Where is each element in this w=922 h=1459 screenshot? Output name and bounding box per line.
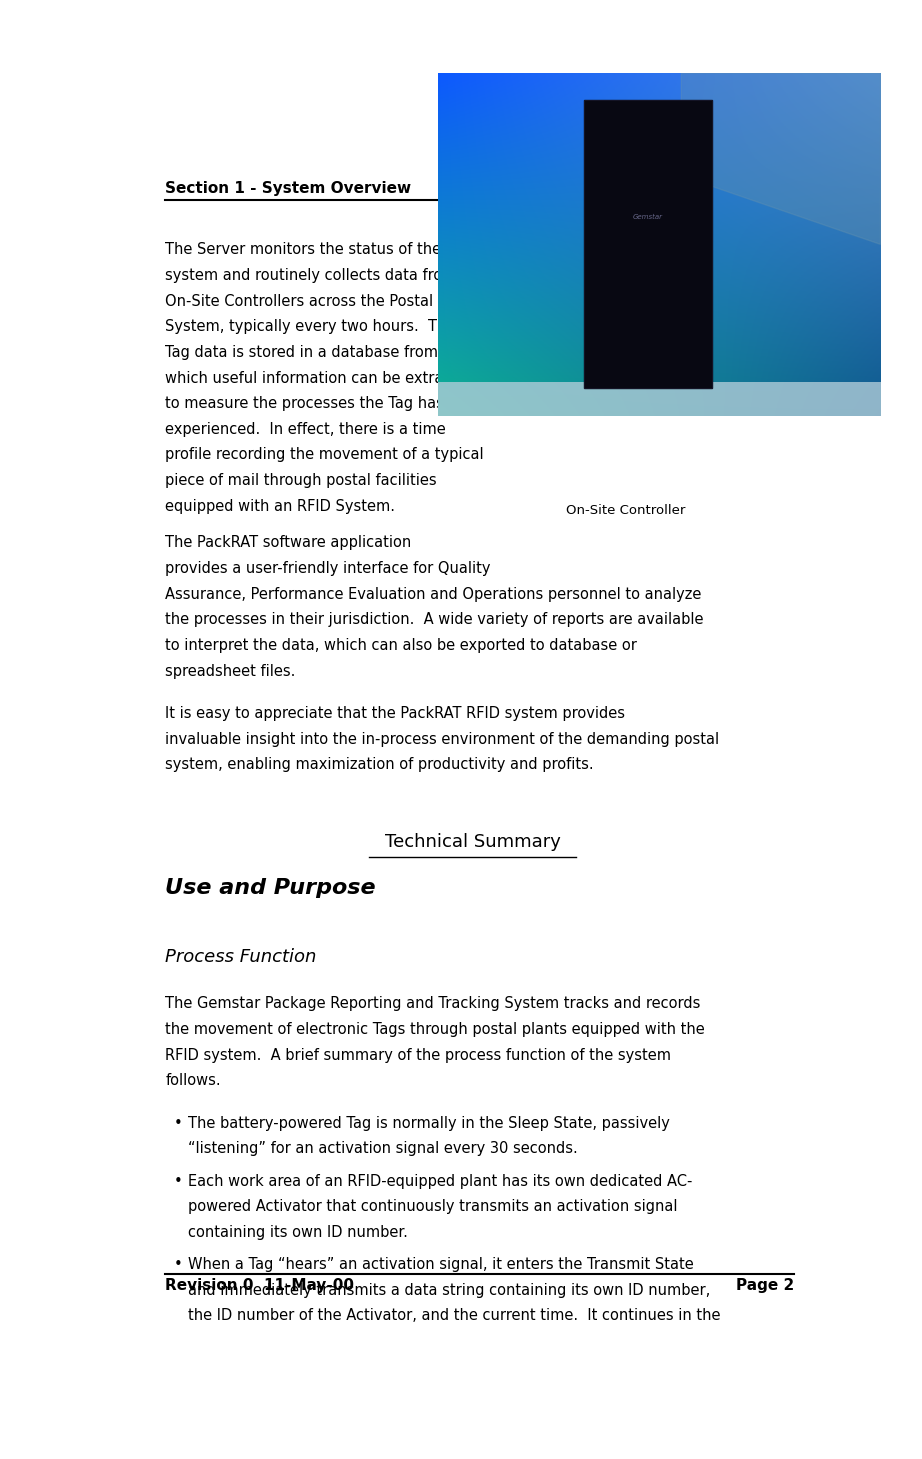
Text: Gemstar: Gemstar bbox=[633, 214, 663, 220]
Text: “listening” for an activation signal every 30 seconds.: “listening” for an activation signal eve… bbox=[188, 1141, 578, 1156]
Text: the processes in their jurisdiction.  A wide variety of reports are available: the processes in their jurisdiction. A w… bbox=[165, 613, 703, 627]
Text: The Gemstar Package Reporting and Tracking System tracks and records: The Gemstar Package Reporting and Tracki… bbox=[165, 996, 701, 1011]
Text: provides a user-friendly interface for Quality: provides a user-friendly interface for Q… bbox=[165, 562, 491, 576]
Text: Each work area of an RFID-equipped plant has its own dedicated AC-: Each work area of an RFID-equipped plant… bbox=[188, 1173, 692, 1189]
Text: and immediately transmits a data string containing its own ID number,: and immediately transmits a data string … bbox=[188, 1282, 710, 1299]
Text: Use and Purpose: Use and Purpose bbox=[165, 878, 376, 899]
Text: follows.: follows. bbox=[165, 1074, 221, 1088]
Text: On-Site Controller: On-Site Controller bbox=[566, 505, 686, 518]
Text: equipped with an RFID System.: equipped with an RFID System. bbox=[165, 499, 396, 514]
Text: Technical Summary: Technical Summary bbox=[384, 833, 561, 852]
Text: RFID system.  A brief summary of the process function of the system: RFID system. A brief summary of the proc… bbox=[165, 1048, 671, 1062]
Bar bbox=[438, 382, 881, 416]
Text: It is easy to appreciate that the PackRAT RFID system provides: It is easy to appreciate that the PackRA… bbox=[165, 706, 625, 721]
Text: experienced.  In effect, there is a time: experienced. In effect, there is a time bbox=[165, 422, 446, 436]
Text: The PackRAT software application: The PackRAT software application bbox=[165, 535, 411, 550]
Text: to measure the processes the Tag has: to measure the processes the Tag has bbox=[165, 397, 444, 411]
Text: spreadsheet files.: spreadsheet files. bbox=[165, 664, 296, 678]
Text: Gemstar Communications Inc.: Gemstar Communications Inc. bbox=[538, 181, 794, 197]
Polygon shape bbox=[681, 73, 881, 245]
Text: powered Activator that continuously transmits an activation signal: powered Activator that continuously tran… bbox=[188, 1199, 678, 1214]
Text: •: • bbox=[174, 1116, 183, 1131]
Text: System, typically every two hours.  The: System, typically every two hours. The bbox=[165, 320, 455, 334]
Text: system and routinely collects data from: system and routinely collects data from bbox=[165, 268, 456, 283]
Text: the movement of electronic Tags through postal plants equipped with the: the movement of electronic Tags through … bbox=[165, 1021, 705, 1037]
Text: Assurance, Performance Evaluation and Operations personnel to analyze: Assurance, Performance Evaluation and Op… bbox=[165, 587, 702, 601]
Text: Page 2: Page 2 bbox=[736, 1278, 794, 1293]
Text: Revision 0  11-May-00: Revision 0 11-May-00 bbox=[165, 1278, 354, 1293]
Text: •: • bbox=[174, 1258, 183, 1272]
Text: The Server monitors the status of the RFID: The Server monitors the status of the RF… bbox=[165, 242, 479, 257]
Text: •: • bbox=[174, 1173, 183, 1189]
Text: Section 1 - System Overview: Section 1 - System Overview bbox=[165, 181, 411, 197]
Text: which useful information can be extracted: which useful information can be extracte… bbox=[165, 371, 476, 385]
Text: invaluable insight into the in-process environment of the demanding postal: invaluable insight into the in-process e… bbox=[165, 731, 719, 747]
Text: On-Site Controllers across the Postal: On-Site Controllers across the Postal bbox=[165, 293, 433, 309]
Text: profile recording the movement of a typical: profile recording the movement of a typi… bbox=[165, 448, 484, 463]
Text: The battery-powered Tag is normally in the Sleep State, passively: The battery-powered Tag is normally in t… bbox=[188, 1116, 670, 1131]
Text: Tag data is stored in a database from: Tag data is stored in a database from bbox=[165, 344, 438, 360]
Text: to interpret the data, which can also be exported to database or: to interpret the data, which can also be… bbox=[165, 638, 637, 654]
Text: the ID number of the Activator, and the current time.  It continues in the: the ID number of the Activator, and the … bbox=[188, 1309, 721, 1323]
Polygon shape bbox=[584, 101, 713, 388]
Text: piece of mail through postal facilities: piece of mail through postal facilities bbox=[165, 473, 437, 487]
Text: containing its own ID number.: containing its own ID number. bbox=[188, 1224, 408, 1240]
Text: Process Function: Process Function bbox=[165, 948, 316, 966]
Text: system, enabling maximization of productivity and profits.: system, enabling maximization of product… bbox=[165, 757, 594, 772]
Text: When a Tag “hears” an activation signal, it enters the Transmit State: When a Tag “hears” an activation signal,… bbox=[188, 1258, 694, 1272]
